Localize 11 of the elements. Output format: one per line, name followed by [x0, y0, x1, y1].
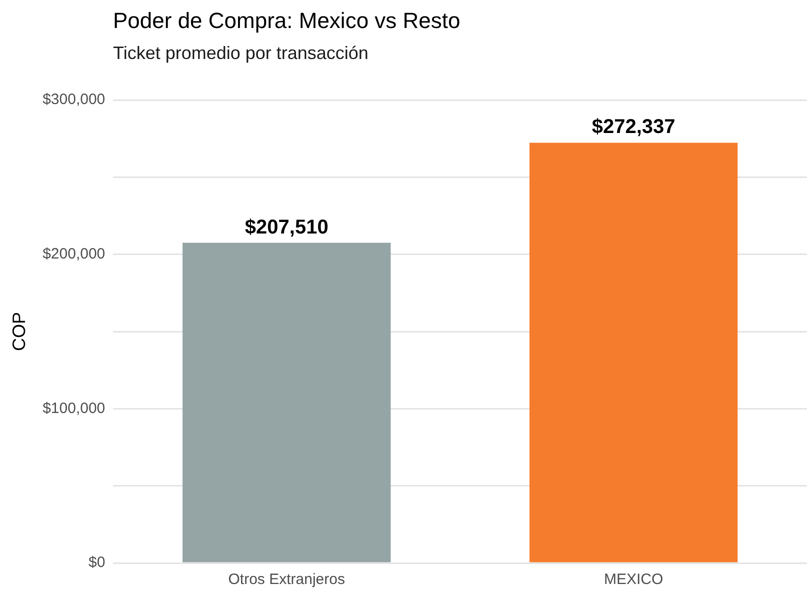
x-tick-label: Otros Extranjeros: [228, 571, 345, 588]
y-tick-label: $200,000: [42, 245, 106, 262]
x-tick-label: MEXICO: [604, 571, 664, 588]
data-label: $207,510: [244, 216, 328, 238]
y-tick-label: $0: [88, 554, 106, 572]
y-tick-label: $300,000: [42, 91, 106, 108]
y-tick-label: $100,000: [42, 400, 106, 417]
y-axis-title: COP: [8, 312, 29, 352]
chart-subtitle: Ticket promedio por transacción: [113, 43, 368, 64]
data-label: $272,337: [592, 116, 676, 138]
chart-title: Poder de Compra: Mexico vs Resto: [113, 8, 460, 34]
